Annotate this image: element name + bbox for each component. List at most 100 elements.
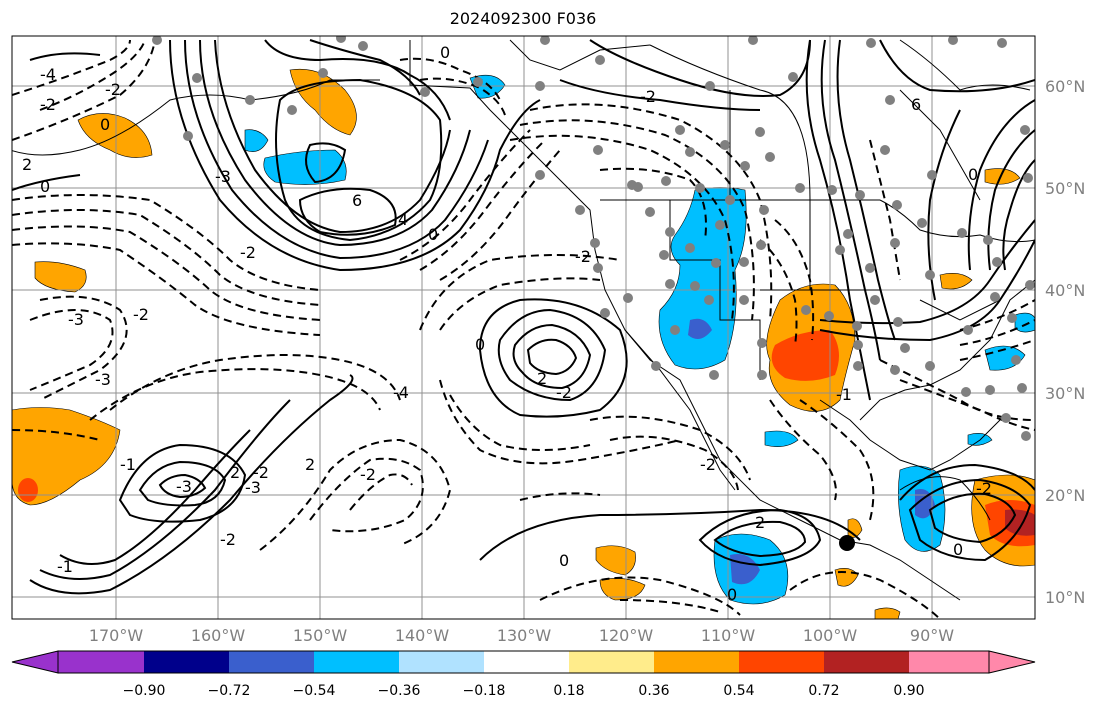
lat-label: 60°N xyxy=(1045,77,1086,96)
darkred-region xyxy=(1005,509,1035,536)
colorbar-tick-label: −0.18 xyxy=(462,683,506,699)
lon-label: 100°W xyxy=(802,626,858,645)
contour-label: -3 xyxy=(215,167,231,186)
lat-label: 30°N xyxy=(1045,384,1086,403)
lon-label: 90°W xyxy=(909,626,955,645)
contour-label: -2 xyxy=(700,455,716,474)
contour-label: -4 xyxy=(40,65,56,84)
contour-labels: -4 -2 -2 0 0 2 -3 6 4 -2 0 -3 -2 -3 -4 -… xyxy=(22,43,992,604)
colorbar-segment xyxy=(399,651,484,673)
contour-label: 0 xyxy=(953,540,963,559)
lat-label: 50°N xyxy=(1045,179,1086,198)
colorbar xyxy=(11,650,1036,674)
red-region xyxy=(18,478,38,502)
colorbar-tick-label: 0.36 xyxy=(638,683,670,699)
colorbar-segment xyxy=(314,651,399,673)
contour-label: 0 xyxy=(40,177,50,196)
contour-label: 0 xyxy=(475,335,485,354)
contour-label: 2 xyxy=(755,513,765,532)
blue-region xyxy=(244,129,269,152)
contour-label: -3 xyxy=(176,477,192,496)
colorbar-tick-label: 0.18 xyxy=(553,683,585,699)
station-dots xyxy=(152,36,1035,441)
colorbar-segment xyxy=(739,651,824,673)
colorbar-segment xyxy=(824,651,909,673)
station-marker xyxy=(839,535,855,551)
contour-label: -2 xyxy=(220,530,236,549)
contour-label: -3 xyxy=(68,310,84,329)
orange-region xyxy=(77,113,153,158)
solid-contours xyxy=(12,39,1035,595)
orange-region xyxy=(599,578,646,601)
contour-label: 0 xyxy=(727,585,737,604)
contour-label: 6 xyxy=(911,95,921,114)
colorbar-tick-label: 0.90 xyxy=(893,683,925,699)
orange-region xyxy=(34,261,87,293)
contour-label: 6 xyxy=(352,191,362,210)
lat-label: 20°N xyxy=(1045,486,1086,505)
colorbar-segment xyxy=(654,651,739,673)
lon-label: 150°W xyxy=(292,626,348,645)
colorbar-segment xyxy=(569,651,654,673)
blue-region xyxy=(1014,312,1035,333)
contour-label: 0 xyxy=(559,551,569,570)
dashed-contours xyxy=(12,39,1035,619)
orange-region xyxy=(984,168,1021,185)
lat-label: 40°N xyxy=(1045,281,1086,300)
blue-region xyxy=(263,149,347,185)
colorbar-tick-label: −0.36 xyxy=(377,683,421,699)
contour-label: -2 xyxy=(640,87,656,106)
red-region xyxy=(771,330,839,381)
colorbar-tick-label: −0.54 xyxy=(292,683,336,699)
colorbar-tick-label: 0.54 xyxy=(723,683,755,699)
contour-label: 2 xyxy=(537,369,547,388)
contour-label: 4 xyxy=(398,210,408,229)
colorbar-tick-label: 0.72 xyxy=(808,683,840,699)
contour-label: -2 xyxy=(575,247,591,266)
colorbar-tick-label: −0.72 xyxy=(207,683,251,699)
contour-label: -1 xyxy=(120,455,136,474)
contour-label: -2 xyxy=(240,243,256,262)
figure-title: 2024092300 F036 xyxy=(449,9,597,28)
lon-label: 120°W xyxy=(598,626,654,645)
contour-label: -3 xyxy=(95,370,111,389)
contour-label: -2 xyxy=(976,479,992,498)
colorbar-extend-low xyxy=(11,650,59,674)
contour-label: 0 xyxy=(968,165,978,184)
contour-label: 0 xyxy=(100,115,110,134)
colorbar-tick-label: −0.90 xyxy=(122,683,166,699)
map-frame xyxy=(11,35,1036,620)
contour-label: -2 xyxy=(253,463,269,482)
lon-label: 170°W xyxy=(88,626,144,645)
colorbar-segment xyxy=(484,651,569,673)
contour-label: -2 xyxy=(360,465,376,484)
contour-label: -2 xyxy=(105,80,121,99)
orange-region xyxy=(12,407,121,506)
contour-label: 0 xyxy=(428,225,438,244)
contour-label: -1 xyxy=(836,385,852,404)
contour-label: -2 xyxy=(133,305,149,324)
contour-label: 2 xyxy=(22,155,32,174)
colorbar-segment xyxy=(229,651,314,673)
lon-label: 160°W xyxy=(190,626,246,645)
contour-label: -3 xyxy=(245,478,261,497)
contour-label: 2 xyxy=(230,463,240,482)
darkblue-region xyxy=(688,318,712,339)
orange-region xyxy=(874,607,901,619)
contour-label: -2 xyxy=(40,95,56,114)
contour-label: -2 xyxy=(556,383,572,402)
lon-label: 140°W xyxy=(394,626,450,645)
colorbar-segment xyxy=(144,651,229,673)
coastlines xyxy=(12,39,1035,601)
contour-label: 2 xyxy=(305,455,315,474)
lat-label: 10°N xyxy=(1045,588,1086,607)
colorbar-segment xyxy=(909,651,989,673)
orange-region xyxy=(939,273,973,290)
lon-label: 130°W xyxy=(496,626,552,645)
lon-label: 110°W xyxy=(700,626,756,645)
contour-label: -4 xyxy=(393,383,409,402)
blue-region xyxy=(764,430,799,447)
colorbar-extend-high xyxy=(988,650,1036,674)
contour-label: 0 xyxy=(440,43,450,62)
